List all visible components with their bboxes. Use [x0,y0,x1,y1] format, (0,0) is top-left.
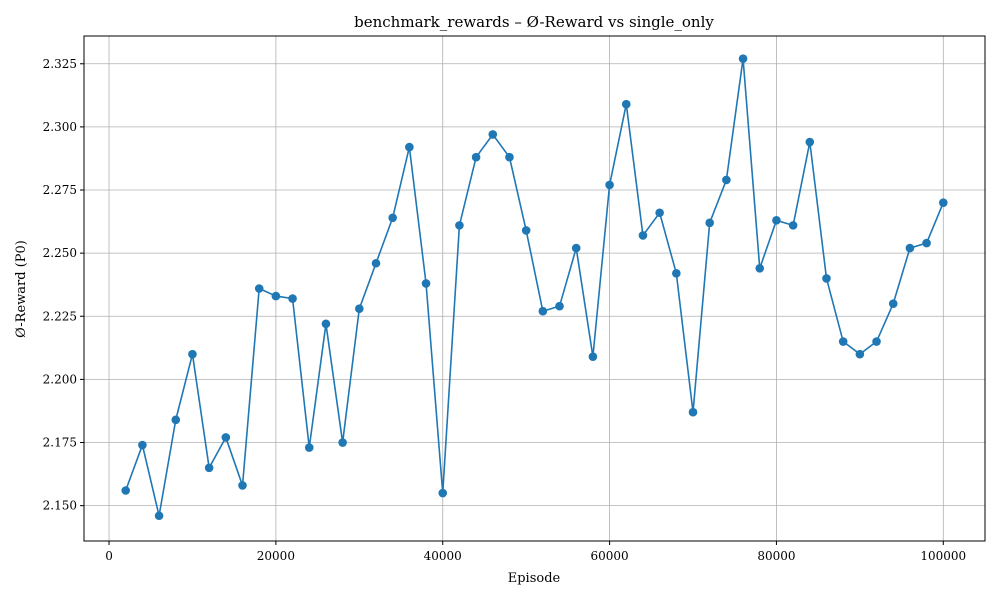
y-tick-label: 2.250 [43,246,77,260]
data-point [338,438,347,447]
data-point [705,218,714,228]
x-tick-label: 80000 [757,549,795,563]
data-point [738,54,748,64]
y-tick-label: 2.150 [43,499,77,513]
chart-title: benchmark_rewards – Ø-Reward vs single_o… [354,13,714,31]
data-point [488,130,498,139]
data-point [471,152,481,162]
data-point [288,294,297,303]
data-point [188,349,197,359]
data-point [438,488,448,498]
data-point [888,299,898,308]
data-point [938,198,948,207]
data-point [538,306,548,316]
data-point [355,304,364,314]
y-tick-label: 2.275 [43,183,77,197]
data-point [521,226,531,235]
y-tick-label: 2.300 [43,120,77,134]
plot-frame [83,35,986,542]
data-point [655,208,664,218]
data-point [204,463,214,473]
data-point [922,238,931,248]
series-group [121,54,948,521]
data-point [621,99,631,109]
data-point [555,301,564,311]
data-point [421,279,431,288]
x-axis-label: Episode [508,571,561,586]
data-point [755,264,765,273]
data-point [772,216,781,225]
data-point [788,221,798,230]
data-point [805,137,815,147]
y-tick-label: 2.225 [43,309,77,323]
data-point [271,291,281,301]
data-point [221,433,231,442]
data-point [238,481,247,490]
data-point [405,142,414,152]
x-tick-label: 0 [105,549,113,563]
data-point [304,443,314,452]
data-point [121,486,131,495]
y-tick-label: 2.325 [43,57,77,71]
data-point [855,349,865,359]
x-tick-label: 60000 [590,549,628,563]
data-point [254,284,264,293]
grid-lines [84,36,985,541]
data-point [388,213,397,223]
data-point [822,274,831,283]
x-tick-label: 40000 [424,549,462,563]
data-point [672,269,681,278]
axis-ticks: 0 20000 40000 60000 80000 100000 2.150 2.175 2.2… [43,57,967,563]
data-point [505,152,514,162]
y-tick-label: 2.200 [43,372,77,386]
data-point [138,440,147,450]
data-point [321,319,331,329]
y-axis-label: Ø-Reward (P0) [14,240,29,338]
data-point [905,243,915,253]
data-point [722,175,731,185]
y-tick-label: 2.175 [43,436,77,450]
data-point [455,221,464,230]
data-point [638,231,648,240]
x-tick-label: 20000 [257,549,295,563]
data-point [171,415,181,425]
data-point [371,258,381,268]
data-point [571,243,581,253]
data-point [605,180,614,190]
data-point [838,337,848,346]
data-point [588,352,598,361]
data-point [154,511,164,521]
data-point [688,407,698,417]
x-tick-label: 100000 [920,549,966,563]
data-point [872,337,881,346]
